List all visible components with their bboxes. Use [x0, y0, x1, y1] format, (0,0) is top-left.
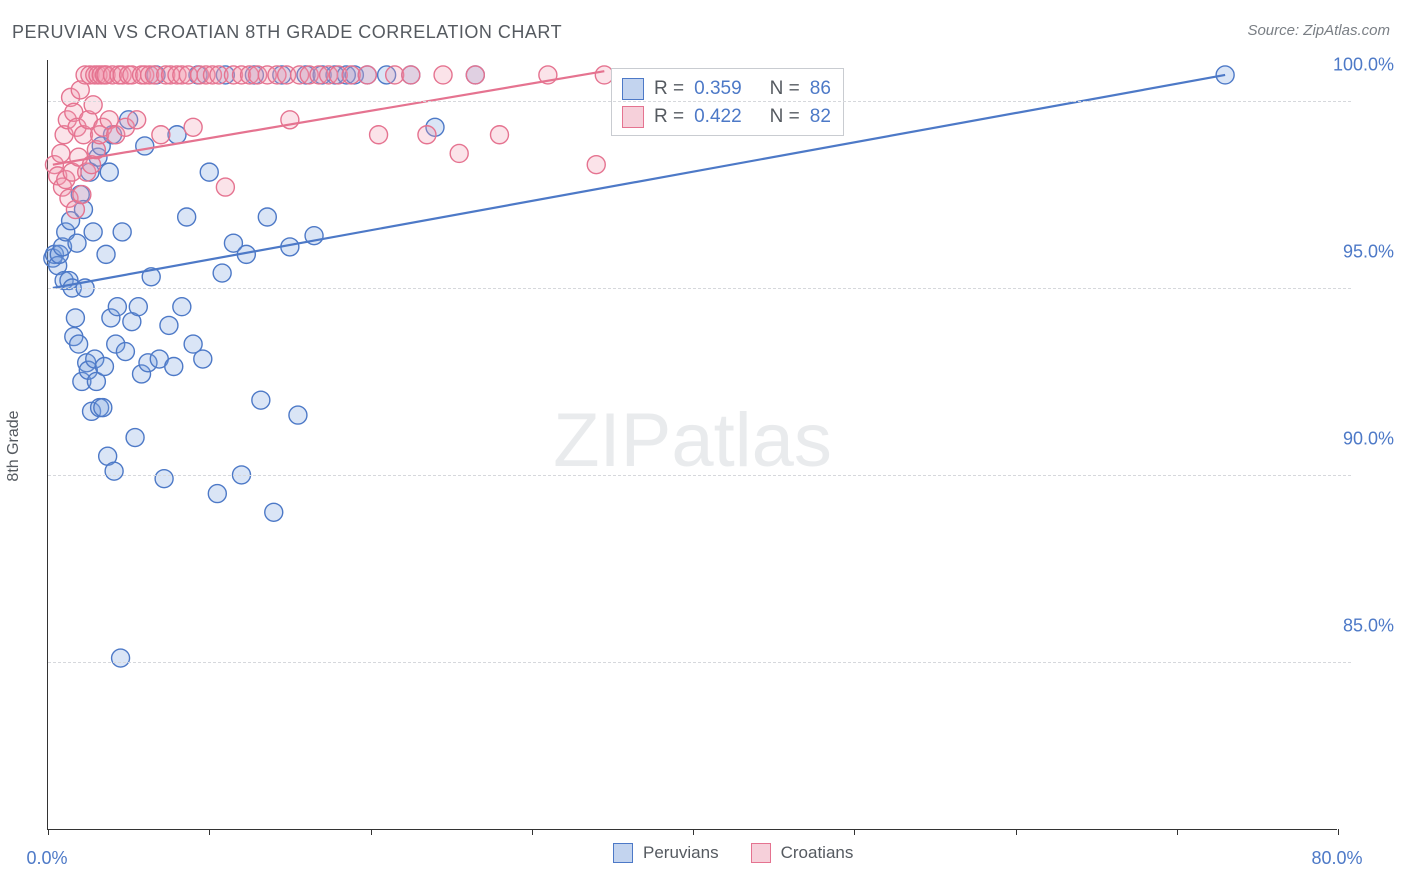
legend-row: R = 0.422 N = 82 [622, 103, 831, 131]
legend-row: R = 0.359 N = 86 [622, 75, 831, 103]
data-point [100, 163, 118, 181]
data-point [208, 485, 226, 503]
data-point [168, 126, 186, 144]
y-tick-label: 90.0% [1343, 428, 1394, 449]
data-point [402, 66, 420, 84]
n-label: N = [770, 106, 800, 128]
data-point [289, 406, 307, 424]
data-point [136, 137, 154, 155]
legend-swatch [751, 843, 771, 863]
x-tick [854, 829, 855, 835]
data-point [108, 298, 126, 316]
data-point [95, 358, 113, 376]
data-point [213, 264, 231, 282]
data-point [434, 66, 452, 84]
gridline [48, 475, 1351, 476]
data-point [184, 118, 202, 136]
y-tick-label: 95.0% [1343, 242, 1394, 263]
chart-svg [48, 60, 1337, 829]
x-tick [693, 829, 694, 835]
x-tick-label: 80.0% [1311, 848, 1362, 869]
data-point [126, 429, 144, 447]
r-label: R = [654, 78, 684, 100]
data-point [129, 298, 147, 316]
data-point [194, 350, 212, 368]
r-value: 0.359 [694, 78, 742, 100]
n-label: N = [770, 78, 800, 100]
series-legend: Peruvians Croatians [613, 843, 875, 863]
data-point [165, 358, 183, 376]
data-point [258, 208, 276, 226]
gridline [48, 101, 1351, 102]
data-point [358, 66, 376, 84]
legend-swatch [613, 843, 633, 863]
data-point [342, 66, 360, 84]
data-point [587, 156, 605, 174]
chart-title: PERUVIAN VS CROATIAN 8TH GRADE CORRELATI… [12, 22, 562, 43]
plot-area: ZIPatlas R =0.359N =86R =0.422N =82 Peru… [47, 60, 1337, 830]
data-point [105, 462, 123, 480]
data-point [68, 234, 86, 252]
n-value: 82 [810, 106, 831, 128]
data-point [178, 208, 196, 226]
data-point [386, 66, 404, 84]
data-point [1216, 66, 1234, 84]
data-point [152, 126, 170, 144]
r-label: R = [654, 106, 684, 128]
y-tick-label: 100.0% [1333, 55, 1394, 76]
x-tick [1338, 829, 1339, 835]
n-value: 86 [810, 78, 831, 100]
data-point [73, 186, 91, 204]
data-point [466, 66, 484, 84]
legend-swatch [622, 106, 644, 128]
data-point [160, 316, 178, 334]
x-tick [209, 829, 210, 835]
data-point [491, 126, 509, 144]
data-point [418, 126, 436, 144]
data-point [66, 309, 84, 327]
data-point [94, 399, 112, 417]
data-point [84, 223, 102, 241]
data-point [84, 96, 102, 114]
data-point [52, 144, 70, 162]
legend-label: Croatians [781, 843, 854, 863]
data-point [116, 343, 134, 361]
source-label: Source: ZipAtlas.com [1247, 22, 1390, 39]
r-value: 0.422 [694, 106, 742, 128]
gridline [48, 662, 1351, 663]
data-point [265, 503, 283, 521]
legend-label: Peruvians [643, 843, 719, 863]
data-point [70, 335, 88, 353]
data-point [155, 470, 173, 488]
legend-swatch [622, 78, 644, 100]
gridline [48, 288, 1351, 289]
data-point [113, 223, 131, 241]
x-tick [371, 829, 372, 835]
x-tick [1177, 829, 1178, 835]
y-axis-label: 8th Grade [5, 410, 23, 481]
data-point [173, 298, 191, 316]
x-tick [1016, 829, 1017, 835]
data-point [200, 163, 218, 181]
data-point [252, 391, 270, 409]
data-point [128, 111, 146, 129]
data-point [97, 245, 115, 263]
y-tick-label: 85.0% [1343, 615, 1394, 636]
chart-container: PERUVIAN VS CROATIAN 8TH GRADE CORRELATI… [0, 0, 1406, 892]
data-point [450, 144, 468, 162]
x-tick [532, 829, 533, 835]
x-tick-label: 0.0% [26, 848, 67, 869]
data-point [370, 126, 388, 144]
data-point [112, 649, 130, 667]
data-point [216, 178, 234, 196]
x-tick [48, 829, 49, 835]
